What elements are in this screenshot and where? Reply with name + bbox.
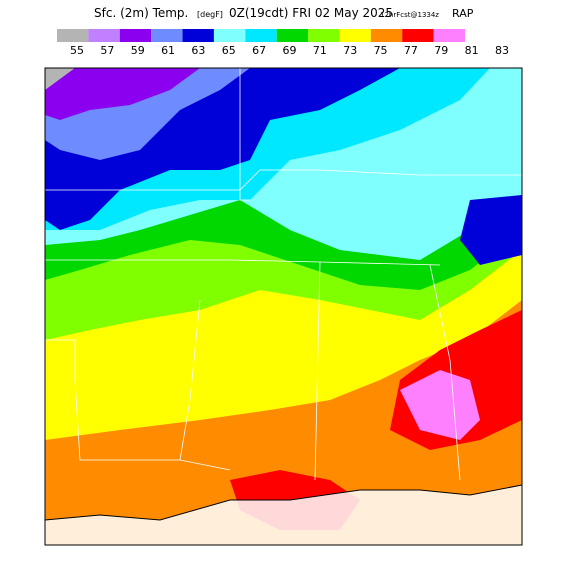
colorbar: 55 57 59 61 63 65 67 69 71 73 75 77 79 81 83 [57,29,509,57]
colorbar-label: 57 [100,44,114,57]
map-frame [44,67,523,546]
units: [degF] [197,10,223,19]
forecast-time: 12hrFcst@1334z [380,11,439,19]
colorbar-label: 79 [434,44,448,57]
colorbar-swatch [182,29,214,42]
colorbar-swatch [151,29,183,42]
model: RAP [452,7,474,20]
colorbar-label: 63 [191,44,205,57]
colorbar-label: 81 [465,44,479,57]
colorbar-swatch [370,29,403,42]
valid-time: 0Z(19cdt) FRI 02 May 2025 [229,6,393,20]
coastline [44,484,523,521]
temp-field [460,195,522,265]
state-borders [45,68,522,481]
colorbar-label: 59 [131,44,145,57]
gulf-mask [45,485,522,545]
colorbar-swatch [433,29,465,42]
colorbar-label: 55 [70,44,84,57]
colorbar-swatch [402,29,434,42]
colorbar-label: 61 [161,44,175,57]
title: Sfc. (2m) Temp. [94,6,188,20]
colorbar-label: 71 [313,44,327,57]
colorbar-swatch [245,29,277,42]
colorbar-swatch [88,29,120,42]
colorbar-label: 65 [222,44,236,57]
colorbar-swatch [276,29,309,42]
colorbar-swatch [213,29,246,42]
colorbar-label: 73 [343,44,357,57]
colorbar-label: 67 [252,44,266,57]
map [44,67,523,546]
temp-field [45,68,200,120]
temp-field [45,68,75,90]
colorbar-swatch [308,29,340,42]
colorbar-swatch [119,29,152,42]
colorbar-swatch [57,29,89,42]
colorbar-label: 75 [374,44,388,57]
colorbar-label: 77 [404,44,418,57]
colorbar-label: 69 [283,44,297,57]
colorbar-swatch [339,29,371,42]
temp-field [400,370,480,440]
colorbar-label: 83 [495,44,509,57]
